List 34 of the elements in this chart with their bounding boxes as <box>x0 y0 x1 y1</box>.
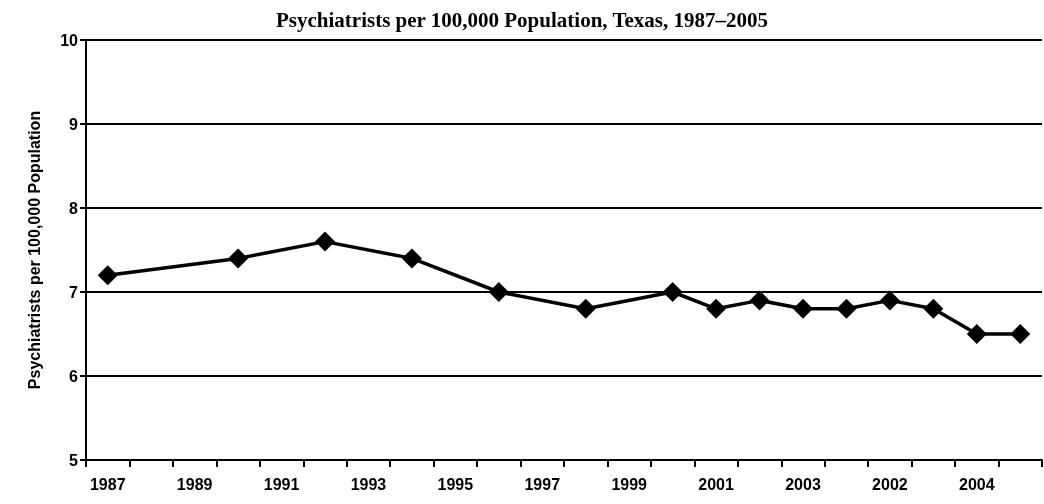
point <box>662 282 683 302</box>
point <box>879 290 900 311</box>
x-tick-label: 1995 <box>437 475 474 493</box>
point <box>1010 324 1031 344</box>
point <box>966 324 987 344</box>
y-tick-label: 6 <box>69 367 79 385</box>
point <box>836 298 857 319</box>
point <box>228 248 249 269</box>
y-tick-label: 5 <box>69 451 79 469</box>
y-tick-label: 7 <box>69 283 79 301</box>
x-tick-label: 1991 <box>263 475 300 493</box>
point <box>749 290 770 311</box>
x-tick-label: 2004 <box>959 475 995 493</box>
point <box>923 298 944 319</box>
y-tick-label: 8 <box>69 199 79 217</box>
x-tick-label: 2001 <box>698 475 734 493</box>
y-tick-label: 10 <box>60 31 79 49</box>
point <box>488 282 509 302</box>
point <box>97 265 118 286</box>
x-tick-label: 2003 <box>785 475 821 493</box>
x-tick-label: 1989 <box>176 475 213 493</box>
x-tick-label: 1987 <box>89 475 126 493</box>
point <box>575 298 596 319</box>
x-tick-label: 2002 <box>872 475 908 493</box>
x-tick-label: 1993 <box>350 475 387 493</box>
point <box>706 298 727 319</box>
y-axis-title: Psychiatrists per 100,000 Population <box>25 110 43 390</box>
chart-title: Psychiatrists per 100,000 Population, Texas, 1987–2005 <box>276 7 768 32</box>
point <box>793 298 813 319</box>
x-tick-label: 1997 <box>524 475 561 493</box>
point <box>315 231 335 252</box>
y-tick-label: 9 <box>69 115 79 133</box>
point <box>401 248 422 269</box>
x-tick-label: 1999 <box>611 475 648 493</box>
